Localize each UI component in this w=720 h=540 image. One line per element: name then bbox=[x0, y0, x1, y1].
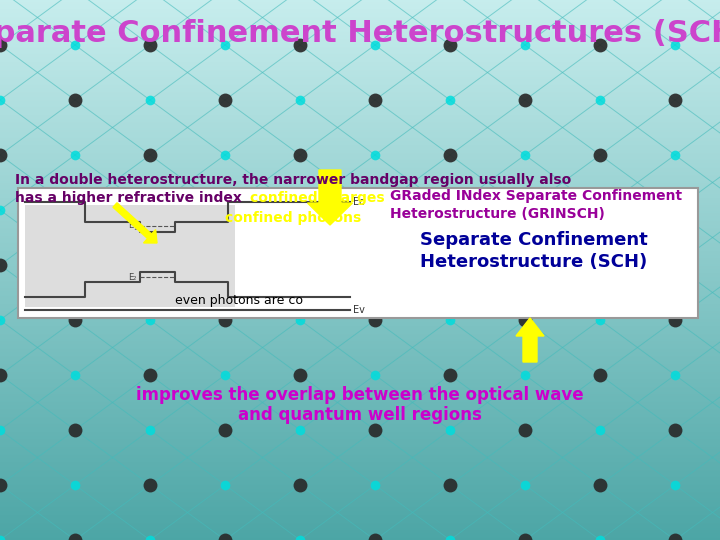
FancyArrow shape bbox=[516, 318, 544, 362]
Text: Ev: Ev bbox=[353, 305, 365, 315]
Bar bbox=[25, 205, 235, 307]
Text: Heterostructure (GRINSCH): Heterostructure (GRINSCH) bbox=[390, 207, 605, 221]
Text: even photons are co: even photons are co bbox=[175, 294, 303, 307]
Text: GRaded INdex Separate Confinement: GRaded INdex Separate Confinement bbox=[390, 189, 682, 203]
Text: improves the overlap between the optical wave: improves the overlap between the optical… bbox=[136, 386, 584, 404]
FancyArrow shape bbox=[307, 170, 353, 225]
Text: Separate Confinement: Separate Confinement bbox=[420, 231, 648, 249]
Text: 1: 1 bbox=[133, 226, 137, 231]
Text: Ec: Ec bbox=[353, 197, 364, 207]
Text: E: E bbox=[128, 273, 133, 281]
FancyArrow shape bbox=[113, 203, 157, 243]
Text: confined charges: confined charges bbox=[250, 191, 384, 205]
Text: E: E bbox=[128, 221, 133, 231]
Text: In a double heterostructure, the narrower bandgap region usually also: In a double heterostructure, the narrowe… bbox=[15, 173, 571, 187]
FancyBboxPatch shape bbox=[18, 188, 698, 318]
Text: Heterostructure (SCH): Heterostructure (SCH) bbox=[420, 253, 647, 271]
Text: confined photons: confined photons bbox=[225, 211, 361, 225]
Text: Separate Confinement Heterostructures (SCHs): Separate Confinement Heterostructures (S… bbox=[0, 19, 720, 49]
Text: 2: 2 bbox=[133, 276, 137, 281]
Text: and quantum well regions: and quantum well regions bbox=[238, 406, 482, 424]
Text: has a higher refractive index: has a higher refractive index bbox=[15, 191, 242, 205]
